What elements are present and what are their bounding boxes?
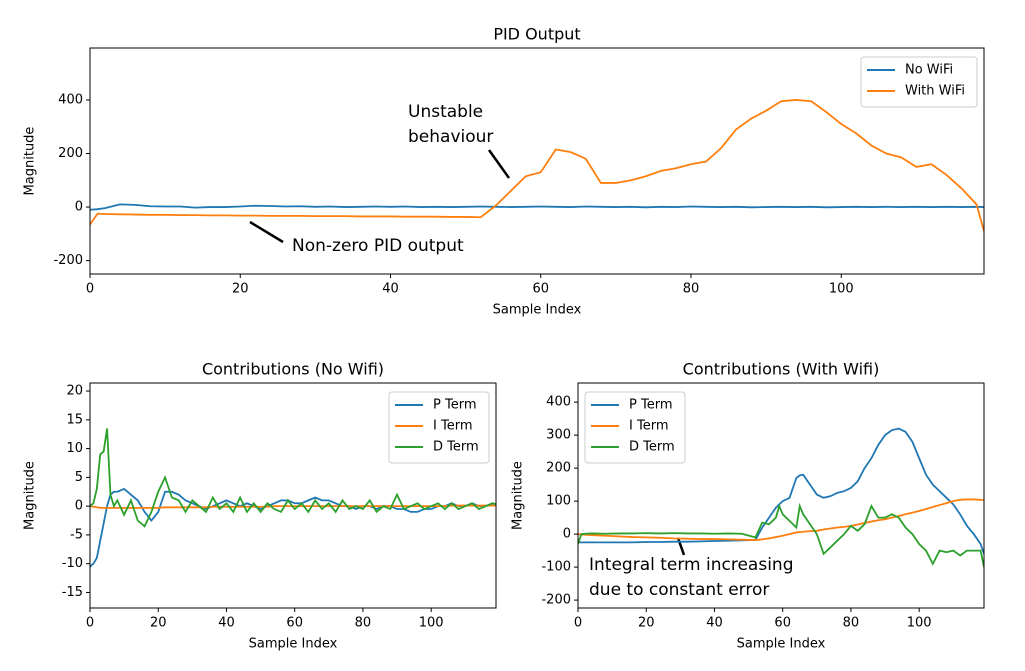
legend-label: With WiFi [905,84,965,99]
y-axis-label: Magnitude [23,127,38,196]
x-tick-label: 100 [907,616,932,631]
plot-area [578,427,984,568]
annotation: Unstable [408,102,483,122]
x-tick-label: 80 [843,616,860,631]
y-tick-label: 0 [75,200,83,215]
legend-label: I Term [433,419,472,434]
annotation-arrow [249,220,284,244]
legend-label: D Term [629,440,675,455]
y-tick-label: 0 [75,499,83,514]
y-tick-label: -10 [62,556,83,571]
series-line [90,487,496,568]
x-tick-label: 20 [232,282,249,297]
series-line [578,498,984,541]
x-tick-label: 20 [150,616,167,631]
legend-box [584,391,686,464]
series-line [578,502,984,568]
y-tick-label: 20 [66,384,83,399]
x-tick-label: 0 [86,616,94,631]
y-tick-label: 15 [66,412,83,427]
legend-box [388,391,490,464]
x-tick-label: 60 [286,616,303,631]
x-tick-label: 40 [706,616,723,631]
series-line [90,428,496,528]
y-tick-label: -5 [70,527,83,542]
y-axis-label: Magnitude [23,461,38,530]
y-tick-label: 400 [546,395,571,410]
annotation: Non-zero PID output [292,236,464,256]
plot-area [90,428,496,568]
axes-frame [577,382,985,609]
y-tick-label: 400 [58,92,83,107]
annotation-arrow [676,537,686,556]
legend-label: No WiFi [905,63,953,78]
chart-title: Contributions (With Wifi) [683,360,880,379]
x-tick-label: 80 [683,282,700,297]
x-tick-label: 0 [574,616,582,631]
annotation: due to constant error [589,580,769,600]
y-tick-label: -100 [541,560,571,575]
y-tick-label: 5 [75,470,83,485]
axes-frame [89,47,985,275]
y-tick-label: 200 [58,146,83,161]
y-axis-label: Magnitude [511,461,526,530]
annotation-arrow [487,149,511,179]
x-axis-label: Sample Index [493,303,582,318]
legend-label: D Term [433,440,479,455]
y-tick-label: -200 [53,253,83,268]
series-line [90,99,984,232]
x-tick-label: 100 [419,616,444,631]
legend-label: I Term [629,419,668,434]
legend-label: P Term [629,398,672,413]
series-line [90,203,984,211]
x-tick-label: 80 [355,616,372,631]
y-tick-label: 200 [546,461,571,476]
y-tick-label: 300 [546,428,571,443]
y-tick-label: -200 [541,593,571,608]
annotation: behaviour [408,127,493,147]
x-tick-label: 60 [774,616,791,631]
x-tick-label: 60 [532,282,549,297]
x-tick-label: 40 [218,616,235,631]
chart-title: Contributions (No Wifi) [202,360,384,379]
series-line [578,427,984,555]
x-tick-label: 100 [829,282,854,297]
x-tick-label: 0 [86,282,94,297]
axes-frame [89,382,497,609]
series-line [90,504,496,509]
chart-title: PID Output [493,25,580,44]
x-axis-label: Sample Index [737,637,826,652]
y-tick-label: 100 [546,494,571,509]
x-tick-label: 20 [638,616,655,631]
plot-area [90,99,984,232]
annotation: Integral term increasing [589,555,794,575]
x-axis-label: Sample Index [249,637,338,652]
y-tick-label: -15 [62,585,83,600]
legend-label: P Term [433,398,476,413]
x-tick-label: 40 [382,282,399,297]
y-tick-label: 0 [563,527,571,542]
y-tick-label: 10 [66,441,83,456]
